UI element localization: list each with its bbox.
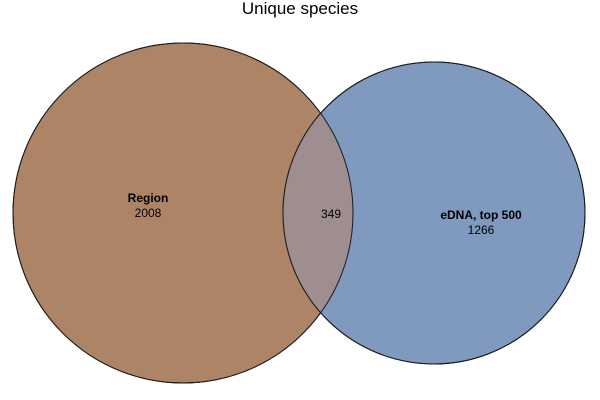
edna-only-count: 1266 xyxy=(468,223,495,237)
overlap-count: 349 xyxy=(321,207,341,221)
region-only-count: 2008 xyxy=(135,206,162,220)
edna-set-outline xyxy=(282,61,586,365)
region-set-label: Region xyxy=(128,191,169,205)
diagram-title: Unique species xyxy=(242,0,358,18)
region-set-outline xyxy=(12,42,354,384)
edna-set-label: eDNA, top 500 xyxy=(440,208,522,222)
